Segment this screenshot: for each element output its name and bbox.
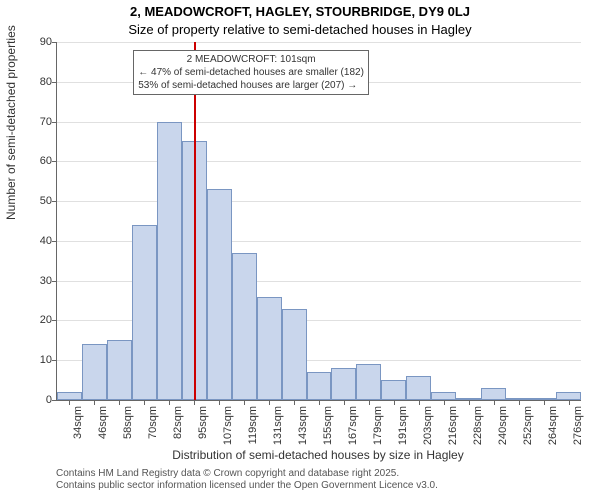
footer-line2: Contains public sector information licen… [56, 480, 438, 492]
xtick-label: 107sqm [222, 406, 234, 445]
ytick-mark [52, 201, 57, 202]
annotation-line2: ← 47% of semi-detached houses are smalle… [138, 66, 364, 79]
histogram-bar [356, 364, 381, 400]
xtick-label: 228sqm [472, 406, 484, 445]
histogram-bar [207, 189, 232, 400]
histogram-bar [282, 309, 307, 400]
xtick-mark [519, 400, 520, 405]
ytick-mark [52, 122, 57, 123]
xtick-label: 143sqm [297, 406, 309, 445]
xtick-mark [94, 400, 95, 405]
xtick-mark [569, 400, 570, 405]
xtick-label: 82sqm [172, 406, 184, 439]
xtick-label: 252sqm [522, 406, 534, 445]
ytick-mark [52, 400, 57, 401]
ytick-mark [52, 320, 57, 321]
xtick-label: 203sqm [422, 406, 434, 445]
xtick-label: 34sqm [72, 406, 84, 439]
footer-line1: Contains HM Land Registry data © Crown c… [56, 468, 438, 480]
xtick-mark [269, 400, 270, 405]
xtick-mark [444, 400, 445, 405]
ytick-label: 20 [22, 314, 52, 326]
xtick-label: 264sqm [547, 406, 559, 445]
gridline [57, 201, 581, 202]
xtick-label: 70sqm [147, 406, 159, 439]
histogram-bar [132, 225, 157, 400]
xtick-mark [219, 400, 220, 405]
xtick-label: 155sqm [322, 406, 334, 445]
histogram-bar [307, 372, 332, 400]
xtick-mark [119, 400, 120, 405]
ytick-label: 90 [22, 36, 52, 48]
histogram-bar [481, 388, 506, 400]
xtick-label: 240sqm [497, 406, 509, 445]
xtick-label: 46sqm [97, 406, 109, 439]
xtick-label: 191sqm [397, 406, 409, 445]
xtick-mark [144, 400, 145, 405]
annotation-line1: 2 MEADOWCROFT: 101sqm [138, 53, 364, 66]
annotation-line3: 53% of semi-detached houses are larger (… [138, 79, 364, 92]
xtick-label: 131sqm [272, 406, 284, 445]
histogram-bar [257, 297, 282, 400]
xtick-label: 276sqm [572, 406, 584, 445]
xtick-mark [169, 400, 170, 405]
histogram-bar [157, 122, 182, 400]
histogram-bar [406, 376, 431, 400]
xtick-label: 119sqm [247, 406, 259, 444]
ytick-label: 50 [22, 195, 52, 207]
xtick-mark [494, 400, 495, 405]
ytick-mark [52, 161, 57, 162]
xtick-label: 95sqm [197, 406, 209, 439]
ytick-label: 30 [22, 275, 52, 287]
xtick-mark [394, 400, 395, 405]
ytick-label: 80 [22, 76, 52, 88]
xtick-mark [194, 400, 195, 405]
ytick-mark [52, 281, 57, 282]
y-axis-label: Number of semi-detached properties [4, 25, 18, 220]
gridline [57, 42, 581, 43]
xtick-mark [319, 400, 320, 405]
xtick-mark [469, 400, 470, 405]
gridline [57, 122, 581, 123]
reference-line [194, 42, 196, 400]
histogram-bar [556, 392, 581, 400]
gridline [57, 161, 581, 162]
xtick-label: 167sqm [347, 406, 359, 445]
histogram-bar [431, 392, 456, 400]
xtick-mark [69, 400, 70, 405]
ytick-label: 10 [22, 354, 52, 366]
ytick-label: 70 [22, 116, 52, 128]
ytick-label: 0 [22, 394, 52, 406]
histogram-bar [82, 344, 107, 400]
xtick-label: 179sqm [372, 406, 384, 445]
xtick-mark [244, 400, 245, 405]
xtick-mark [544, 400, 545, 405]
ytick-mark [52, 42, 57, 43]
chart-title-line2: Size of property relative to semi-detach… [0, 22, 600, 37]
x-axis-label: Distribution of semi-detached houses by … [56, 448, 580, 462]
histogram-bar [331, 368, 356, 400]
histogram-bar [232, 253, 257, 400]
histogram-bar [107, 340, 132, 400]
xtick-mark [294, 400, 295, 405]
plot-area [56, 42, 581, 401]
xtick-mark [369, 400, 370, 405]
chart-footer: Contains HM Land Registry data © Crown c… [56, 468, 438, 492]
ytick-mark [52, 82, 57, 83]
ytick-label: 60 [22, 155, 52, 167]
chart-container: 2, MEADOWCROFT, HAGLEY, STOURBRIDGE, DY9… [0, 0, 600, 500]
ytick-label: 40 [22, 235, 52, 247]
xtick-mark [344, 400, 345, 405]
xtick-label: 58sqm [122, 406, 134, 439]
ytick-mark [52, 360, 57, 361]
histogram-bar [381, 380, 406, 400]
annotation-box: 2 MEADOWCROFT: 101sqm← 47% of semi-detac… [133, 50, 369, 95]
chart-title-line1: 2, MEADOWCROFT, HAGLEY, STOURBRIDGE, DY9… [0, 4, 600, 19]
histogram-bar [57, 392, 82, 400]
xtick-label: 216sqm [447, 406, 459, 445]
ytick-mark [52, 241, 57, 242]
xtick-mark [419, 400, 420, 405]
